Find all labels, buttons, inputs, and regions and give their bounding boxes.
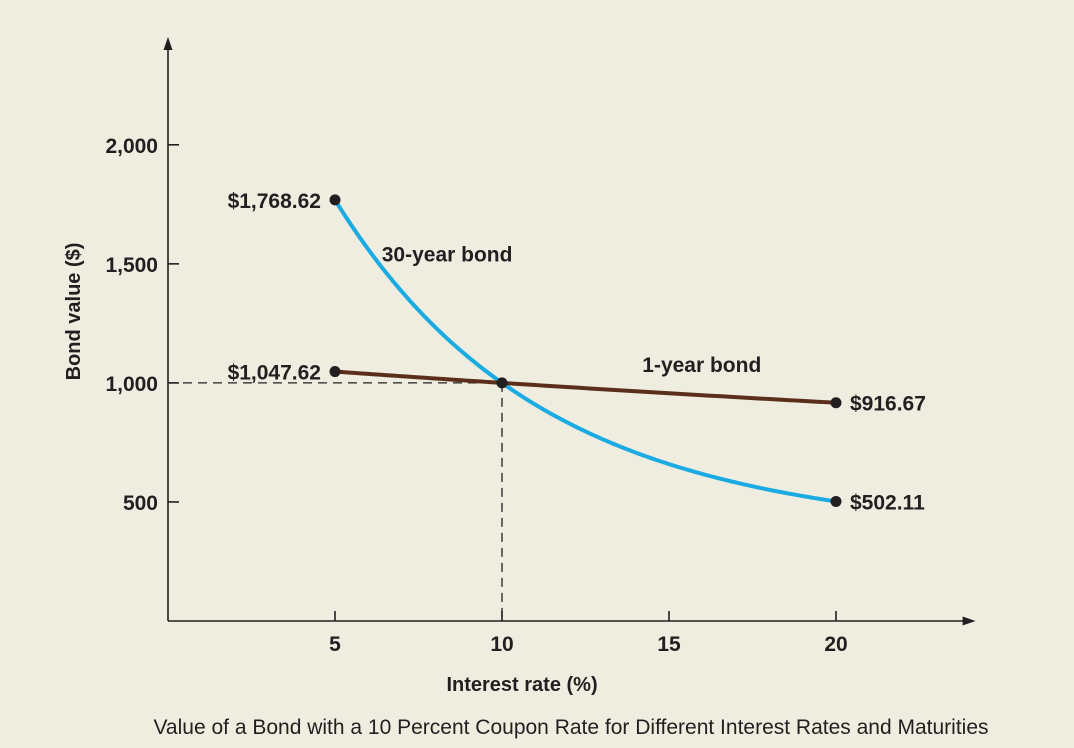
y-tick-label: 2,000	[105, 135, 158, 158]
series-label-1-year: 1-year bond	[642, 354, 761, 377]
data-point-marker	[830, 397, 842, 409]
x-axis-title: Interest rate (%)	[446, 674, 597, 696]
series-line-1-year	[333, 369, 838, 405]
series-label-30-year: 30-year bond	[382, 243, 513, 266]
series-lines	[333, 197, 838, 504]
y-axis-title: Bond value ($)	[63, 243, 85, 381]
data-point-marker	[329, 366, 341, 378]
chart-labels: 5 10 15 20 500 1,000 1,500 2,000 Interest rate (…	[63, 135, 926, 696]
reference-lines	[168, 382, 503, 621]
data-point-marker	[329, 194, 341, 206]
figure-caption: Value of a Bond with a 10 Percent Coupon…	[153, 716, 989, 739]
y-tick-label: 1,000	[105, 373, 158, 396]
x-tick-label: 10	[490, 633, 513, 656]
y-tick-label: 1,500	[105, 254, 158, 277]
data-point-label: $916.67	[850, 393, 926, 416]
axes	[163, 37, 976, 626]
series-line-30-year	[333, 197, 838, 504]
data-point-label: $1,768.62	[228, 190, 321, 213]
y-tick-label: 500	[123, 492, 158, 515]
x-tick-label: 5	[329, 633, 341, 656]
data-point-marker	[830, 495, 842, 507]
x-tick-label: 20	[824, 633, 847, 656]
data-point-label: $502.11	[850, 491, 925, 514]
data-markers	[329, 194, 842, 507]
data-point-marker	[496, 377, 508, 389]
x-axis-arrow	[962, 616, 976, 626]
x-tick-label: 15	[657, 633, 681, 656]
y-axis-arrow	[163, 37, 173, 50]
data-point-label: $1,047.62	[228, 362, 321, 385]
